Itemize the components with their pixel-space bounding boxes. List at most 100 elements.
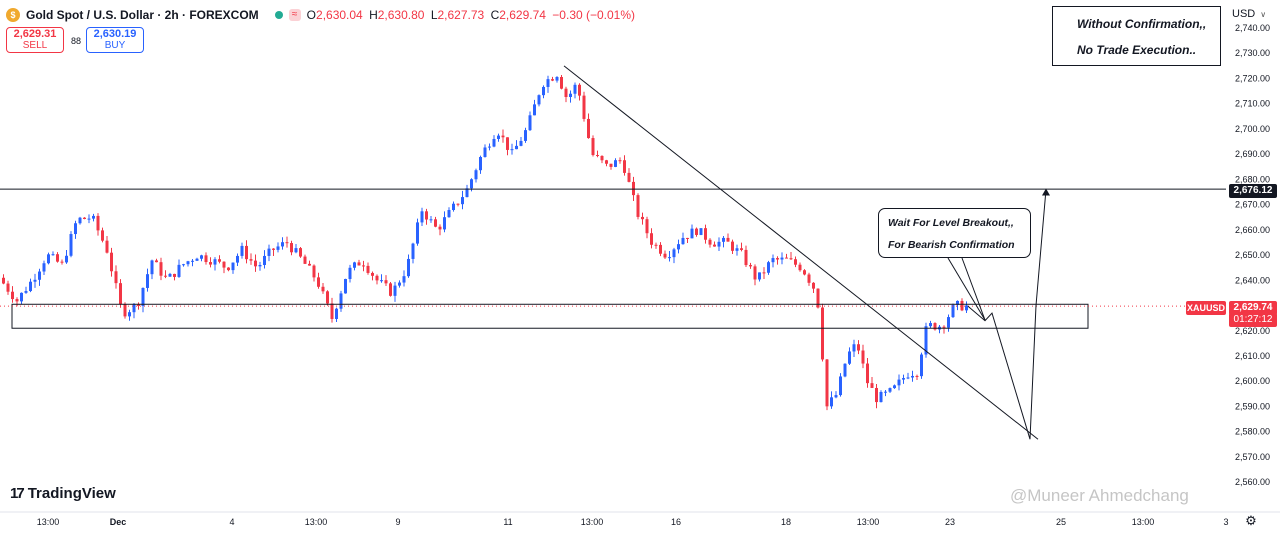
candle-body — [605, 160, 608, 164]
candle-body — [731, 241, 734, 251]
y-tick-label: 2,670.00 — [1235, 200, 1270, 210]
candle-body — [681, 237, 685, 245]
candle-body — [186, 261, 190, 265]
candle-body — [798, 264, 802, 271]
projection-path — [967, 189, 1047, 440]
candle-body — [789, 258, 793, 260]
candle-body — [510, 149, 514, 151]
candle-body — [762, 272, 766, 274]
candle-body — [321, 286, 325, 292]
candle-body — [825, 359, 829, 407]
candle-body — [929, 323, 932, 327]
candle-body — [101, 230, 104, 241]
sell-price: 2,629.31 — [13, 28, 57, 40]
candle-body — [231, 262, 235, 271]
buy-label: BUY — [104, 40, 126, 51]
candle-body — [492, 138, 496, 147]
candle-body — [519, 140, 523, 146]
candle-body — [821, 307, 824, 360]
callout-pointer — [947, 257, 986, 321]
low-value: 2,627.73 — [437, 8, 485, 22]
candle-body — [830, 397, 833, 407]
x-tick-label: 13:00 — [581, 517, 604, 527]
candle-body — [141, 287, 145, 306]
candle-body — [897, 379, 901, 386]
author-watermark: @Muneer Ahmedchang — [1010, 486, 1189, 505]
candle-body — [182, 264, 185, 266]
buy-button[interactable]: 2,630.19 BUY — [86, 27, 144, 53]
candle-body — [690, 228, 694, 239]
candle-body — [303, 256, 307, 264]
breakout-callout[interactable]: Wait For Level Breakout,, For Bearish Co… — [878, 208, 1031, 258]
candle-body — [110, 252, 113, 272]
candle-body — [713, 244, 716, 247]
candle-body — [911, 375, 914, 378]
candle-body — [447, 210, 451, 218]
gear-icon[interactable]: ⚙ — [1245, 513, 1257, 528]
candle-body — [285, 242, 289, 244]
candle-body — [267, 248, 271, 256]
candle-body — [209, 262, 212, 265]
candle-body — [60, 261, 64, 263]
candle-body — [159, 262, 163, 276]
symbol-title[interactable]: Gold Spot / U.S. Dollar · 2h · FOREXCOM — [26, 8, 259, 22]
candle-body — [587, 118, 590, 139]
candle-body — [866, 363, 869, 384]
low-label: L — [430, 8, 438, 22]
no-confirmation-note[interactable]: Without Confirmation,, No Trade Executio… — [1052, 6, 1221, 66]
candle-body — [155, 260, 158, 263]
candle-body — [375, 275, 379, 281]
candle-body — [312, 265, 316, 278]
buy-price: 2,630.19 — [93, 28, 137, 40]
candle-body — [6, 283, 10, 292]
candle-body — [699, 228, 703, 235]
candle-body — [924, 326, 928, 355]
candle-body — [434, 219, 437, 227]
y-tick-label: 2,620.00 — [1235, 326, 1270, 336]
candle-body — [704, 228, 707, 240]
candle-body — [371, 272, 374, 276]
sell-button[interactable]: 2,629.31 SELL — [6, 27, 64, 53]
candle-body — [942, 326, 946, 328]
candle-body — [173, 273, 176, 277]
candle-body — [213, 259, 217, 265]
x-tick-label: 4 — [229, 517, 234, 527]
candle-body — [848, 351, 851, 364]
candle-body — [740, 248, 743, 250]
candle-body — [236, 255, 239, 263]
tradingview-logo[interactable]: 17 TradingView — [10, 485, 116, 502]
candle-body — [470, 179, 473, 189]
candle-body — [947, 317, 950, 328]
candle-body — [452, 203, 455, 211]
x-tick-label: 13:00 — [857, 517, 880, 527]
spread-value: 88 — [71, 36, 82, 46]
candle-body — [461, 197, 464, 205]
candle-body — [195, 258, 199, 261]
candle-body — [294, 248, 298, 253]
candle-body — [636, 195, 640, 217]
candle-body — [353, 262, 356, 268]
candle-body — [623, 160, 626, 173]
candle-body — [438, 226, 442, 230]
candle-body — [29, 281, 32, 292]
sell-label: SELL — [22, 40, 48, 51]
candle-body — [402, 276, 406, 283]
currency-selector[interactable]: USD — [1226, 4, 1274, 24]
y-tick-label: 2,600.00 — [1235, 376, 1270, 386]
tradingview-wordmark: TradingView — [27, 485, 116, 502]
last-price-tag: 2,629.74 — [1229, 301, 1277, 315]
candle-body — [965, 305, 968, 311]
candle-body — [119, 283, 122, 305]
candle-body — [744, 249, 748, 266]
candle-body — [317, 277, 320, 287]
candle-body — [771, 258, 775, 263]
candle-body — [258, 265, 262, 267]
candle-body — [92, 215, 95, 219]
candle-body — [56, 254, 59, 262]
candle-body — [290, 243, 293, 253]
candle-body — [650, 233, 653, 245]
candle-body — [677, 244, 680, 250]
y-tick-label: 2,560.00 — [1235, 477, 1270, 487]
x-tick-label: 16 — [671, 517, 681, 527]
